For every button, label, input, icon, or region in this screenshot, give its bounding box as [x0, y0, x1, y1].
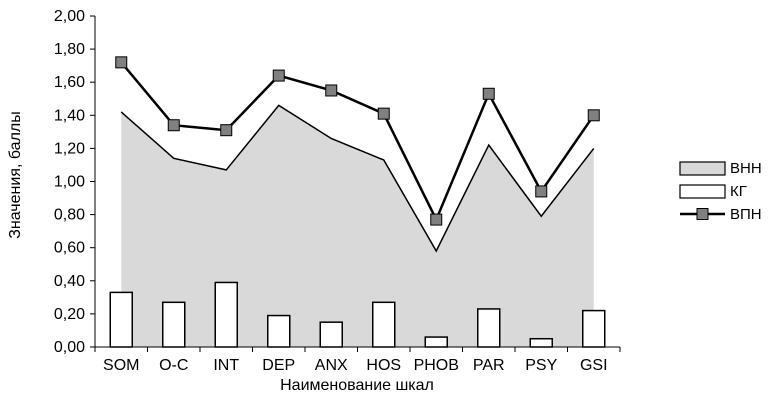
- marker-vpn-gsi: [587, 109, 600, 122]
- legend: ВНН КГ ВПН: [679, 160, 762, 223]
- legend-marker-vpn: [696, 208, 709, 220]
- marker-vpn-hos: [377, 107, 390, 120]
- marker-vpn-phob: [430, 213, 443, 226]
- x-tick-label: INT: [213, 357, 239, 374]
- x-tick-label: O-C: [159, 357, 188, 374]
- x-tick-label: DEP: [262, 357, 295, 374]
- x-tick-label: PSY: [525, 357, 557, 374]
- legend-swatch-kg: [679, 184, 726, 199]
- legend-label-vpn: ВПН: [730, 206, 762, 223]
- bar-kg-o-c: [162, 301, 186, 348]
- bar-kg-psy: [529, 337, 553, 348]
- marker-vpn-dep: [272, 69, 285, 82]
- y-tick-label: 1,20: [54, 140, 85, 157]
- line-vpn: [120, 61, 595, 223]
- area-outline-vnn: [120, 104, 595, 253]
- area-fill-vnn: [121, 105, 594, 348]
- x-tick-label: SOM: [103, 357, 139, 374]
- x-axis-title: Наименование шкал: [280, 377, 434, 394]
- y-tick-label: 1,40: [54, 107, 85, 124]
- marker-vpn-par: [482, 87, 495, 100]
- y-axis-title: Значения, баллы: [7, 111, 24, 238]
- y-tick-label: 2,00: [54, 8, 85, 25]
- bar-kg-som: [109, 291, 133, 348]
- bar-kg-par: [477, 308, 501, 348]
- y-tick-label: 0,60: [54, 240, 85, 257]
- legend-label-vnn: ВНН: [730, 160, 762, 177]
- legend-swatch-vnn: [679, 161, 726, 176]
- marker-vpn-int: [220, 124, 233, 137]
- x-axis-ticks: SOM O-C INT DEP ANX HOS PHOB PAR PSY GSI: [94, 347, 621, 374]
- x-tick-label: ANX: [315, 357, 348, 374]
- marker-vpn-anx: [325, 84, 338, 97]
- x-tick-label: PHOB: [414, 357, 459, 374]
- bar-kg-gsi: [582, 309, 606, 348]
- bar-kg-phob: [424, 336, 448, 348]
- marker-vpn-o-c: [167, 119, 180, 132]
- marker-vpn-psy: [535, 185, 548, 198]
- y-tick-label: 0,40: [54, 273, 85, 290]
- x-tick-label: HOS: [366, 357, 401, 374]
- legend-label-kg: КГ: [730, 183, 747, 200]
- y-tick-label: 1,00: [54, 174, 85, 191]
- bar-kg-anx: [319, 321, 343, 348]
- x-tick-label: PAR: [473, 357, 505, 374]
- y-tick-label: 0,20: [54, 306, 85, 323]
- bar-kg-dep: [267, 314, 291, 348]
- bar-kg-hos: [372, 301, 396, 348]
- y-tick-label: 1,80: [54, 41, 85, 58]
- plot-area: [94, 16, 620, 348]
- y-tick-label: 0,80: [54, 207, 85, 224]
- y-tick-label: 0,00: [54, 339, 85, 356]
- marker-vpn-som: [115, 56, 128, 69]
- x-tick-label: GSI: [580, 357, 608, 374]
- y-axis-ticks: 0,00 0,20 0,40 0,60 0,80 1,00 1,20 1,40 1,60 1,80…: [54, 8, 95, 356]
- y-tick-label: 1,60: [54, 74, 85, 91]
- bar-kg-int: [214, 281, 238, 348]
